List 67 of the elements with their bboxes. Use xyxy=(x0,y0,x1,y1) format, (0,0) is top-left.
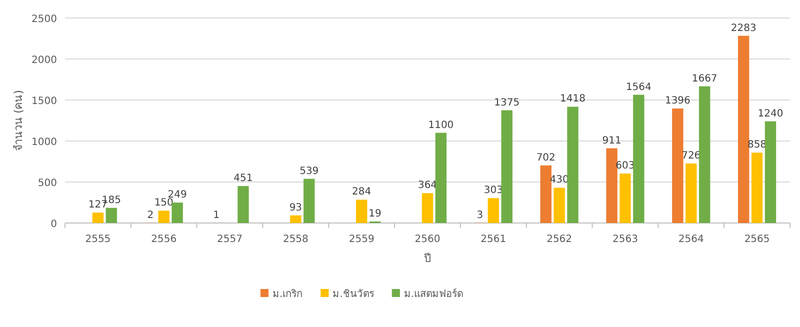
bar xyxy=(356,200,368,223)
x-tick-label: 2563 xyxy=(612,234,638,245)
y-tick-label: 1500 xyxy=(32,96,57,107)
x-tick-label: 2558 xyxy=(282,234,308,245)
bar xyxy=(106,208,118,223)
data-label: 93 xyxy=(289,202,302,214)
data-label: 1240 xyxy=(758,108,784,120)
bar xyxy=(606,148,618,223)
data-label: 1100 xyxy=(428,120,454,131)
bar xyxy=(488,198,500,223)
bar xyxy=(422,193,434,223)
data-label: 19 xyxy=(368,208,382,220)
x-tick-label: 2561 xyxy=(480,234,506,245)
data-label: 539 xyxy=(300,166,319,177)
data-label: 1 xyxy=(213,210,220,221)
bar xyxy=(686,163,697,223)
bar xyxy=(501,110,512,223)
bar xyxy=(435,132,447,223)
y-axis-title: จำนวน (คน) xyxy=(12,90,25,152)
bar xyxy=(567,106,578,223)
data-label: 2283 xyxy=(730,22,756,34)
y-tick-label: 2000 xyxy=(32,55,57,66)
bar xyxy=(672,108,684,223)
bar xyxy=(764,121,776,223)
data-label: 1375 xyxy=(494,97,520,108)
x-tick-label: 2559 xyxy=(348,234,374,245)
bar xyxy=(738,36,750,223)
data-label: 2 xyxy=(147,210,154,221)
y-tick-label: 0 xyxy=(50,219,57,230)
data-label: 1396 xyxy=(664,96,690,107)
x-tick-label: 2555 xyxy=(85,234,111,245)
data-label: 364 xyxy=(418,180,438,192)
y-tick-label: 1000 xyxy=(32,137,57,148)
data-label: 303 xyxy=(484,185,503,196)
x-axis-title: ปี xyxy=(423,252,431,265)
bar xyxy=(238,186,249,223)
data-label: 702 xyxy=(536,152,556,164)
bar xyxy=(554,188,565,223)
x-tick-label: 2565 xyxy=(744,234,770,245)
data-label: 3 xyxy=(476,210,484,221)
legend-label: ม.เกริก xyxy=(272,289,303,300)
bar xyxy=(633,94,644,223)
bar xyxy=(540,165,552,223)
legend-label: ม.แสตมฟอร์ด xyxy=(404,288,464,300)
bar xyxy=(158,210,170,223)
data-label: 1667 xyxy=(692,73,718,84)
bar xyxy=(92,212,104,223)
data-label: 150 xyxy=(154,198,174,209)
data-label: 451 xyxy=(234,173,253,184)
bar xyxy=(620,174,631,223)
bar xyxy=(751,152,763,223)
data-label: 284 xyxy=(352,186,372,198)
data-label: 1418 xyxy=(560,94,586,105)
y-tick-label: 2500 xyxy=(32,14,57,25)
y-tick-label: 500 xyxy=(38,178,57,189)
legend-label: ม.ชินวัตร xyxy=(332,289,375,300)
bar xyxy=(290,215,302,223)
bar xyxy=(698,86,710,223)
x-tick-label: 2556 xyxy=(151,234,177,245)
bar xyxy=(304,178,315,223)
x-tick-label: 2562 xyxy=(546,234,572,245)
x-tick-label: 2557 xyxy=(217,234,242,245)
data-label: 1564 xyxy=(626,82,652,93)
x-tick-label: 2564 xyxy=(678,234,704,245)
data-label: 911 xyxy=(602,135,622,146)
x-tick-label: 2560 xyxy=(414,234,440,245)
bar xyxy=(172,202,183,223)
